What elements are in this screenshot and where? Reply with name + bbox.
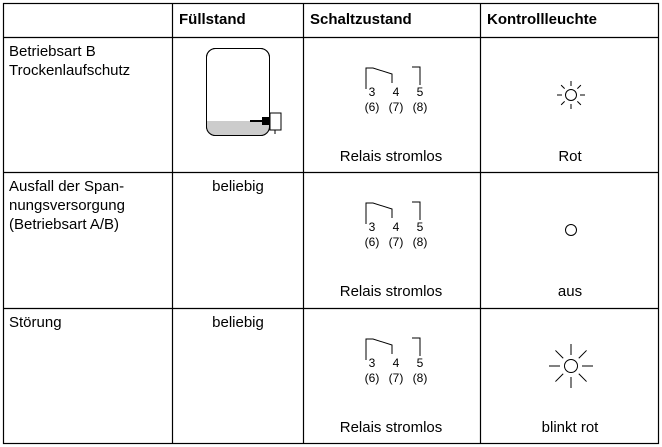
- lamp-ray: [577, 101, 581, 105]
- header-cell: Schaltzustand: [304, 4, 418, 35]
- mode-text: (Betriebsart A/B): [9, 216, 119, 233]
- relay-state: Relais stromlos: [340, 148, 443, 165]
- terminal-label: 4: [393, 85, 400, 99]
- mode-text: Trockenlaufschutz: [9, 62, 130, 79]
- lamp-icon: [566, 225, 577, 236]
- lamp-icon: [549, 344, 593, 388]
- lamp-ray: [561, 85, 565, 89]
- terminal-label: (6): [365, 235, 380, 249]
- terminal-label: 4: [393, 356, 400, 370]
- relay-contact: [412, 67, 420, 85]
- fill-level: beliebig: [212, 178, 264, 195]
- terminal-label: (8): [413, 100, 428, 114]
- terminal-label: 4: [393, 220, 400, 234]
- lamp-ray: [561, 101, 565, 105]
- lamp-state: blinkt rot: [542, 419, 599, 436]
- lamp-ray: [555, 374, 563, 382]
- terminal-label: (8): [413, 235, 428, 249]
- terminal-label: (8): [413, 371, 428, 385]
- fill-level: beliebig: [212, 314, 264, 331]
- lamp-ray: [555, 350, 563, 358]
- lamp-state: aus: [558, 283, 582, 300]
- lamp-circle: [566, 225, 577, 236]
- lamp-ray: [579, 374, 587, 382]
- terminal-label: (6): [365, 371, 380, 385]
- header-cell: Füllstand: [173, 4, 252, 35]
- lamp-state: Rot: [558, 148, 581, 165]
- mode-text: Ausfall der Span-: [9, 178, 124, 195]
- lamp-icon: [557, 81, 585, 109]
- lamp-ray: [577, 85, 581, 89]
- lamp-circle: [566, 90, 577, 101]
- terminal-label: (7): [389, 100, 404, 114]
- terminal-label: (6): [365, 100, 380, 114]
- mode-text: Störung: [9, 314, 62, 331]
- terminal-label: 5: [417, 356, 424, 370]
- header-cell: Kontrollleuchte: [481, 4, 603, 35]
- tank-illustration: [207, 49, 282, 136]
- terminal-label: 3: [369, 85, 376, 99]
- relay-state: Relais stromlos: [340, 419, 443, 436]
- mode-text: nungsversorgung: [9, 197, 125, 214]
- terminal-label: (7): [389, 235, 404, 249]
- lamp-circle: [565, 360, 578, 373]
- relay-state: Relais stromlos: [340, 283, 443, 300]
- terminal-label: 5: [417, 85, 424, 99]
- terminal-label: 3: [369, 220, 376, 234]
- relay-contact: [412, 202, 420, 220]
- terminal-label: 5: [417, 220, 424, 234]
- terminal-label: 3: [369, 356, 376, 370]
- lamp-ray: [579, 350, 587, 358]
- relay-contact: [412, 338, 420, 356]
- terminal-label: (7): [389, 371, 404, 385]
- mode-text: Betriebsart B: [9, 43, 96, 60]
